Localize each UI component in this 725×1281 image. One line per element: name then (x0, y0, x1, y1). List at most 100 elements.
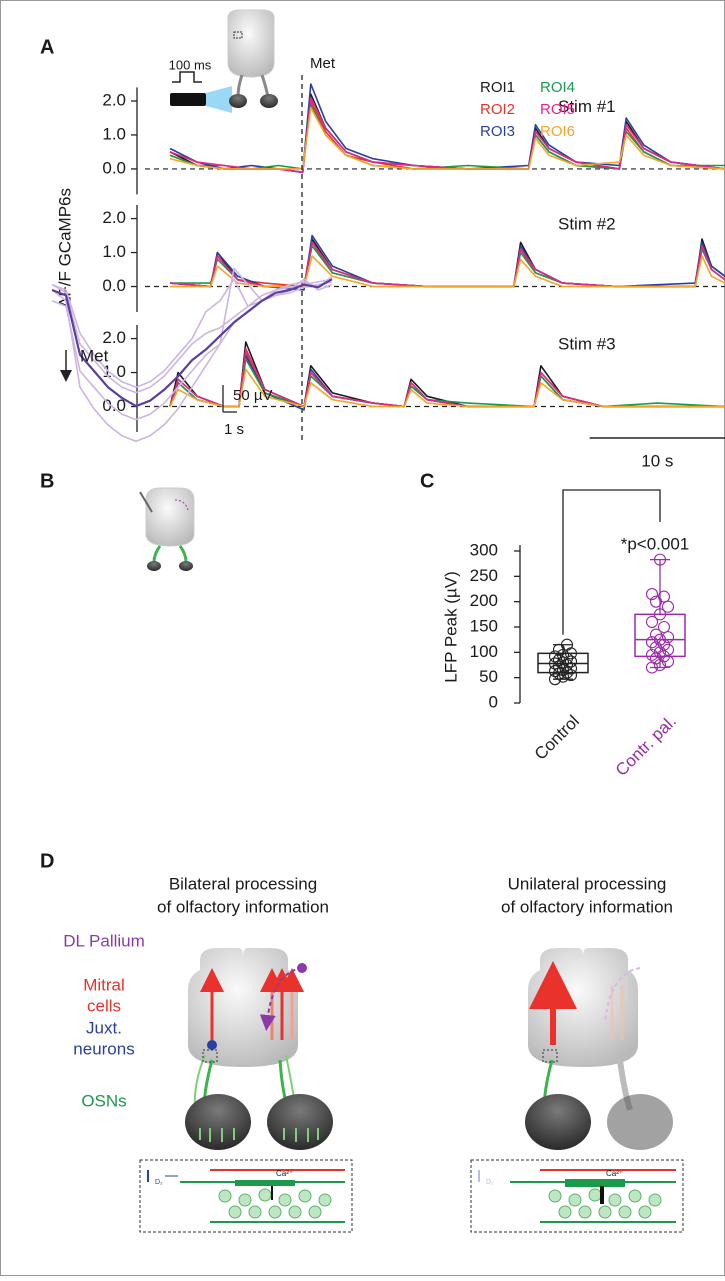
y-tick-label: 2.0 (102, 90, 126, 109)
subplot-title: Stim #3 (558, 334, 616, 353)
y-tick-label: 1.0 (102, 242, 126, 261)
point (564, 662, 578, 675)
point (657, 650, 671, 663)
scale-bar-label: 10 s (641, 451, 673, 470)
trace (169, 107, 725, 170)
event-label: Met (80, 346, 109, 365)
y-tick-label: 50 (479, 667, 498, 686)
y-tick-label: 100 (470, 642, 498, 661)
panel-letter: B (40, 470, 54, 492)
trace (169, 241, 725, 288)
point (653, 608, 667, 621)
trace (169, 93, 725, 174)
point (657, 590, 671, 603)
stimulus-label: 100 ms (169, 57, 212, 72)
left-title: Bilateral processing (169, 874, 317, 893)
y-tick-label: 0.0 (102, 158, 126, 177)
mitral-label: Mitral (83, 975, 125, 994)
legend-entry: ROI5 (540, 101, 575, 118)
point (556, 670, 570, 683)
event-label: Met (310, 55, 336, 72)
y-tick-label: 150 (470, 616, 498, 635)
trace (169, 234, 725, 291)
point (657, 620, 671, 634)
recording-icon (139, 487, 195, 571)
juxt-label: neurons (73, 1039, 134, 1058)
right-title: of olfactory information (501, 897, 673, 916)
y-tick-label: 2.0 (102, 208, 126, 227)
pallium-label: DL Pallium (63, 931, 145, 950)
y-tick-label: 0.0 (102, 276, 126, 295)
panel-letter: A (40, 36, 54, 58)
scale-bar-label: 50 µV (233, 387, 273, 404)
y-tick-label: 0.0 (102, 396, 126, 415)
right-inset: D₂ Ca²⁺ (470, 1159, 684, 1233)
subplot-title: Stim #1 (558, 97, 616, 116)
point (649, 628, 663, 641)
ca-label: Ca²⁺ (606, 1169, 623, 1178)
point (552, 660, 566, 673)
trace (170, 255, 725, 288)
point (548, 650, 562, 663)
y-tick-label: 2.0 (102, 328, 126, 347)
scale-bar-label: 1 s (224, 421, 244, 438)
diagram-titles: Bilateral processing of olfactory inform… (157, 874, 673, 916)
point (661, 600, 675, 613)
d2-label: D₂ (155, 1179, 163, 1186)
panel-letter: C (420, 470, 434, 492)
point (548, 657, 562, 670)
trace (169, 103, 725, 170)
significance-label: *p<0.001 (621, 534, 690, 553)
legend-entry: ROI6 (540, 123, 575, 140)
legend-entry: ROI3 (480, 123, 515, 140)
trace (51, 278, 333, 388)
left-title: of olfactory information (157, 897, 329, 916)
point (564, 655, 578, 668)
significance-bracket (562, 489, 661, 635)
trace (51, 275, 333, 394)
y-tick-label: 250 (470, 566, 498, 585)
trace (51, 281, 333, 442)
trace (169, 238, 725, 288)
stim-icon (170, 9, 278, 113)
trace (169, 100, 725, 174)
y-tick-label: 300 (470, 540, 498, 559)
trace (169, 83, 725, 174)
right-title: Unilateral processing (508, 874, 667, 893)
left-brain (185, 948, 333, 1150)
juxt-label: Juxt. (86, 1018, 122, 1037)
box (634, 613, 686, 658)
panel-letter: D (40, 850, 54, 872)
y-axis-label: LFP Peak (µV) (441, 571, 460, 683)
ca-label: Ca²⁺ (276, 1169, 293, 1178)
point (548, 665, 562, 678)
mitral-label: cells (87, 996, 121, 1015)
d2-label: D₂ (486, 1179, 494, 1186)
trace (51, 278, 333, 408)
trace (169, 368, 725, 408)
point (653, 553, 667, 566)
point (645, 588, 659, 601)
x-tick-label: Control (531, 712, 583, 764)
legend-entry: ROI1 (480, 79, 515, 96)
diagram-labels: DL Pallium Mitral cells Juxt. neurons OS… (63, 931, 145, 1110)
point (645, 648, 659, 661)
trace (169, 96, 725, 174)
point (560, 638, 574, 651)
event-arrowhead (60, 370, 72, 382)
y-axis-label: ΔF/F GCaMP6s (55, 188, 74, 308)
point (661, 631, 675, 644)
osn-label: OSNs (81, 1091, 126, 1110)
legend-entry: ROI4 (540, 79, 575, 96)
point (645, 636, 659, 649)
y-tick-label: 200 (470, 591, 498, 610)
point (645, 615, 659, 628)
y-tick-label: 1.0 (102, 124, 126, 143)
right-brain (525, 948, 673, 1150)
legend-entry: ROI2 (480, 101, 515, 118)
x-tick-label: Contr. pal. (612, 712, 680, 780)
trace (169, 241, 725, 288)
y-tick-label: 0 (489, 692, 498, 711)
